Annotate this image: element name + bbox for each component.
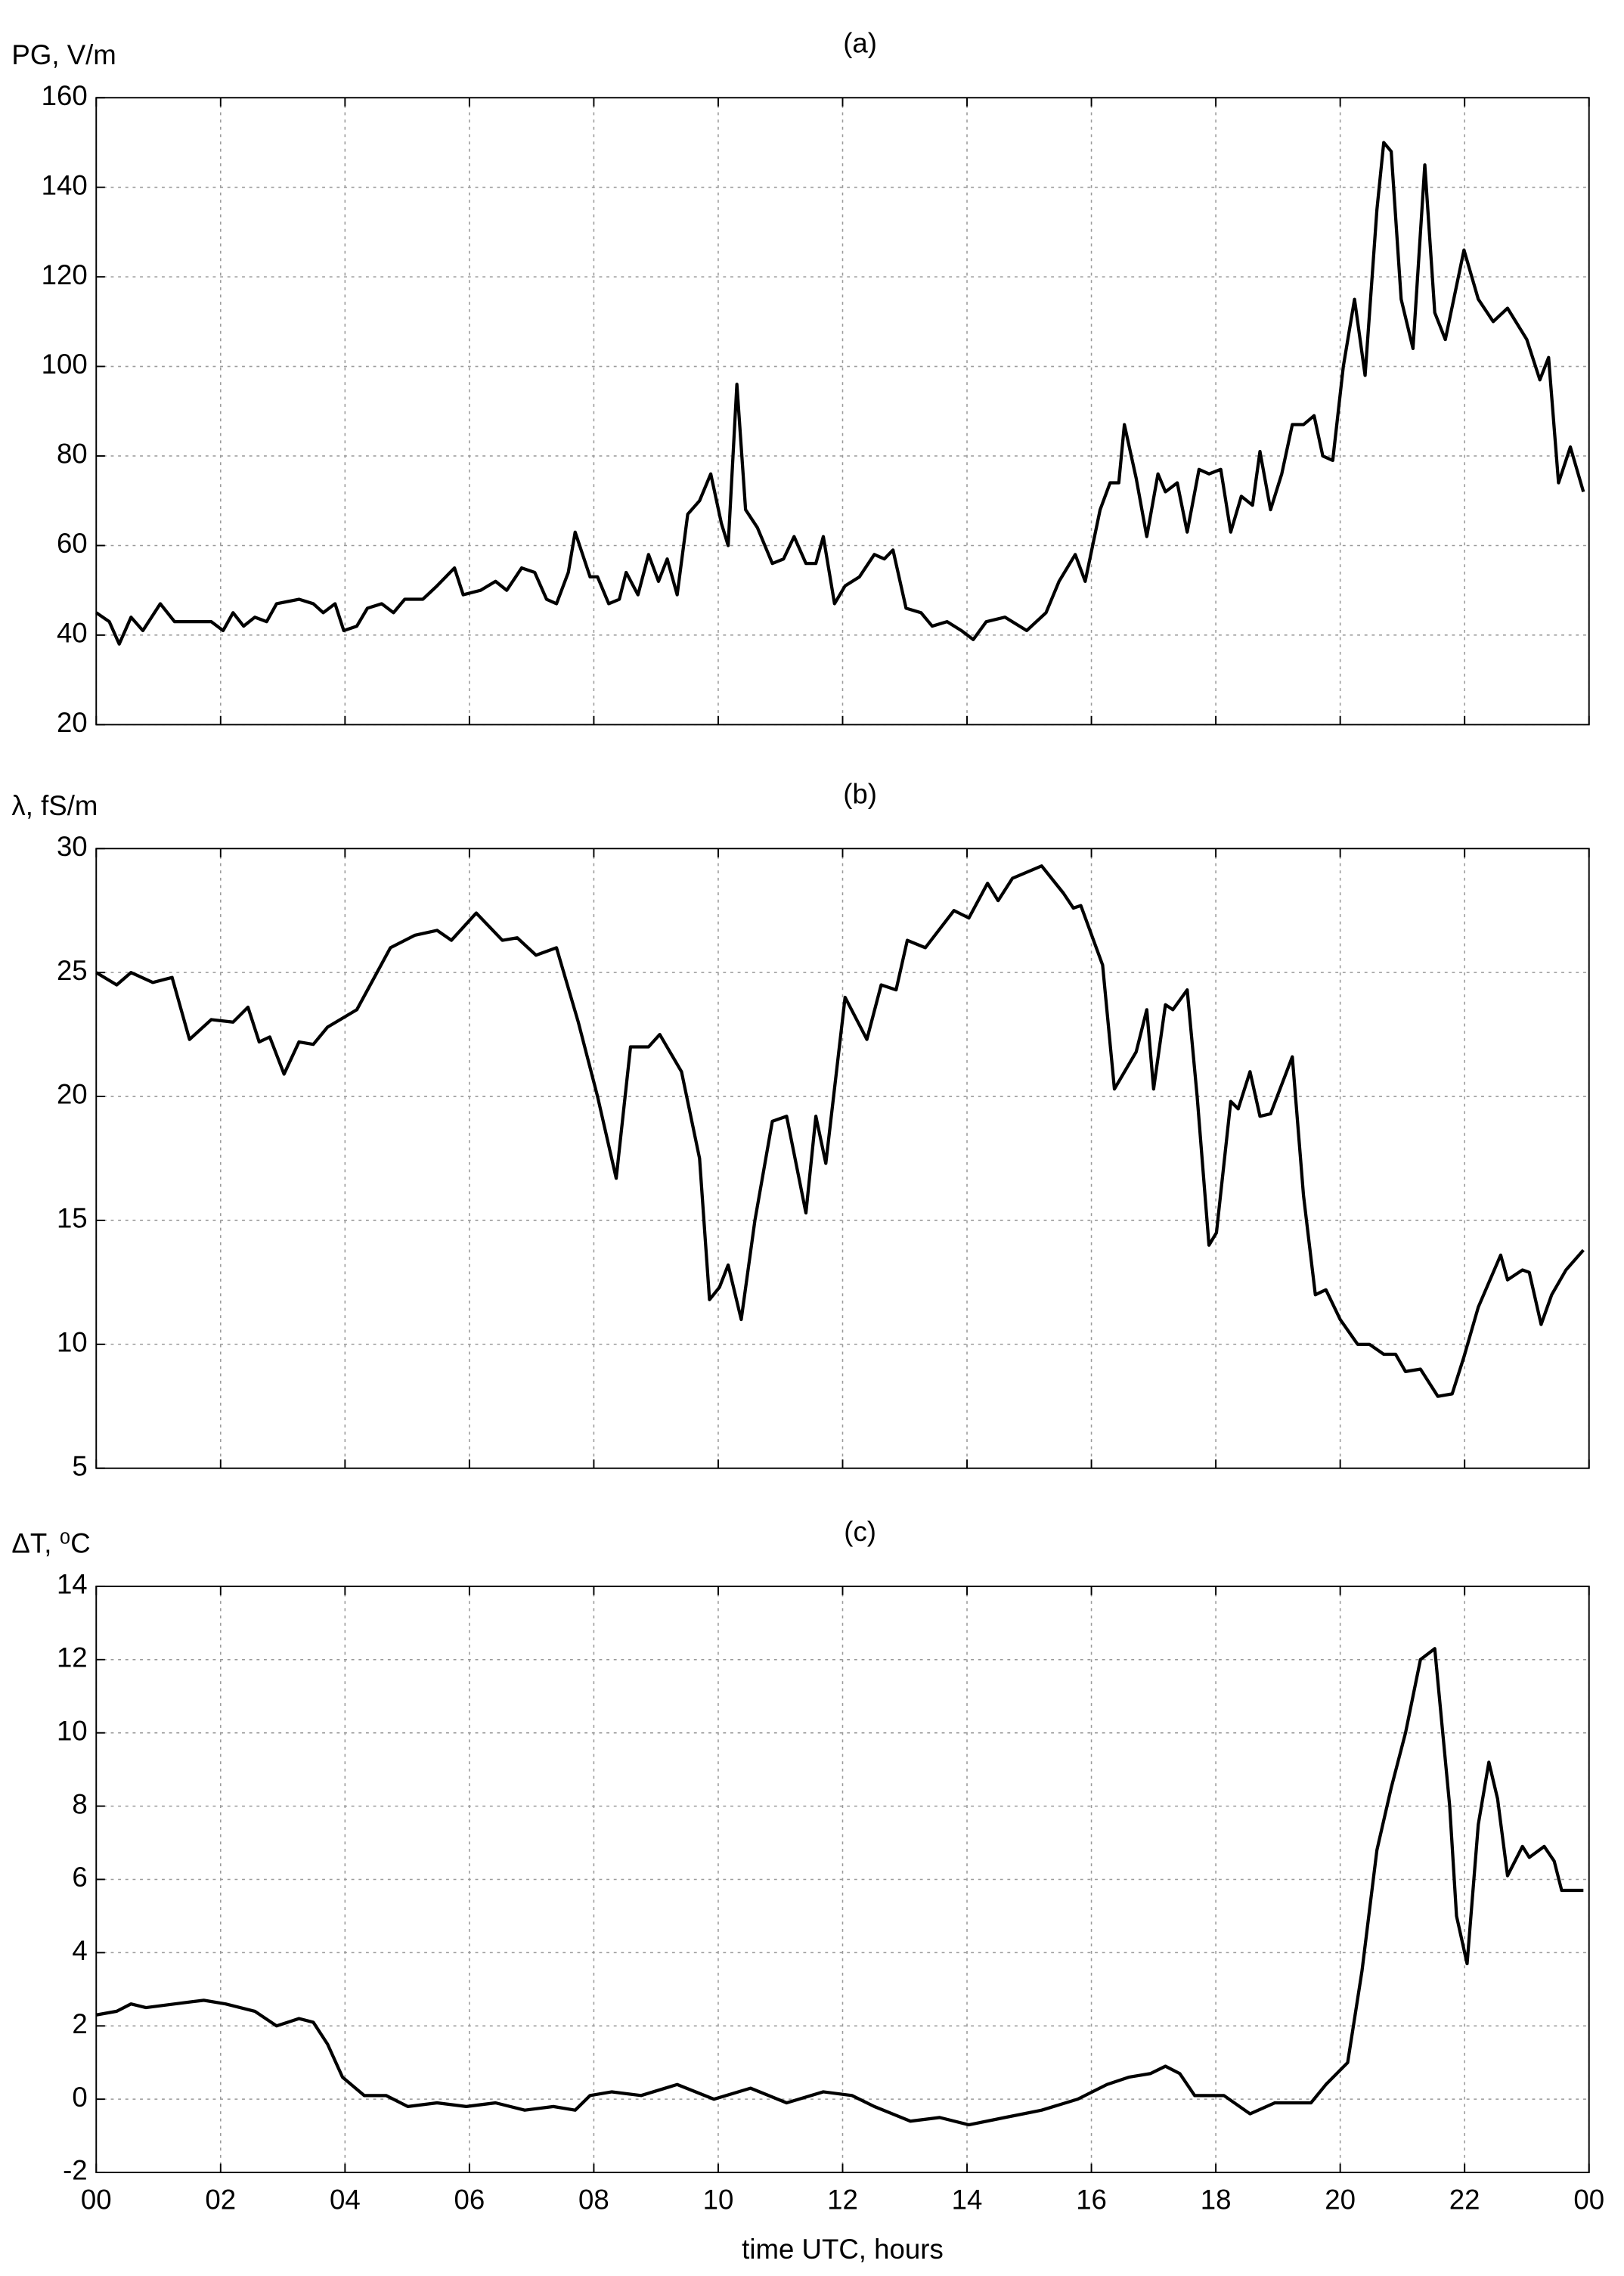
- y-tick-label: 20: [57, 1079, 88, 1110]
- y-tick-label: 10: [57, 1327, 88, 1358]
- y-axis-label: ΔT, ⁰C: [11, 1528, 90, 1559]
- y-tick-label: 140: [42, 169, 88, 200]
- y-tick-label: 40: [57, 618, 88, 649]
- x-tick-label: 16: [1076, 2184, 1107, 2215]
- x-tick-label: 02: [205, 2184, 236, 2215]
- x-axis-label: time UTC, hours: [742, 2234, 944, 2265]
- x-tick-label: 00: [1573, 2184, 1604, 2215]
- y-tick-label: 10: [57, 1715, 88, 1746]
- panel: (b) λ, fS/m 5 10 15 20 25 30: [11, 779, 1590, 1481]
- y-tick-label: 6: [72, 1862, 87, 1893]
- y-tick-label: 160: [42, 80, 88, 111]
- y-tick-label: 4: [72, 1935, 87, 1966]
- x-tick-label: 14: [952, 2184, 983, 2215]
- plot-frame: [95, 97, 1590, 726]
- panel: (a) PG, V/m 20 40 60 80 100 120 140 160: [11, 27, 1590, 738]
- x-tick-label: 00: [81, 2184, 112, 2215]
- y-axis-label: λ, fS/m: [11, 790, 98, 821]
- data-line: [95, 141, 1585, 646]
- y-tick-label: 0: [72, 2082, 87, 2113]
- y-tick-label: 20: [57, 707, 88, 738]
- x-tick-label: 18: [1201, 2184, 1232, 2215]
- y-tick-label: 2: [72, 2008, 87, 2039]
- x-tick-label: 22: [1449, 2184, 1480, 2215]
- y-tick-label: 100: [42, 349, 88, 380]
- plot-frame: [95, 848, 1590, 1469]
- x-tick-label: 04: [330, 2184, 361, 2215]
- y-tick-label: 120: [42, 259, 88, 290]
- x-tick-label: 20: [1325, 2184, 1356, 2215]
- y-tick-label: 60: [57, 528, 88, 559]
- y-tick-label: 5: [72, 1450, 87, 1481]
- x-tick-label: 10: [703, 2184, 734, 2215]
- y-axis-label: PG, V/m: [11, 39, 116, 70]
- x-tick-label: 06: [454, 2184, 485, 2215]
- y-tick-label: 25: [57, 955, 88, 986]
- y-tick-label: 80: [57, 439, 88, 470]
- panel-title: (c): [844, 1516, 876, 1547]
- y-tick-label: -2: [63, 2155, 88, 2186]
- y-tick-label: 30: [57, 831, 88, 862]
- data-line: [95, 1647, 1584, 2127]
- panel-title: (b): [843, 779, 877, 810]
- plot-frame: [95, 1585, 1590, 2174]
- panel-title: (a): [843, 27, 877, 58]
- y-tick-label: 12: [57, 1642, 88, 1673]
- y-tick-label: 8: [72, 1788, 87, 1819]
- x-tick-label: 12: [827, 2184, 858, 2215]
- data-line: [95, 864, 1585, 1398]
- y-tick-label: 15: [57, 1203, 88, 1234]
- y-tick-label: 14: [57, 1569, 88, 1600]
- x-tick-label: 08: [578, 2184, 609, 2215]
